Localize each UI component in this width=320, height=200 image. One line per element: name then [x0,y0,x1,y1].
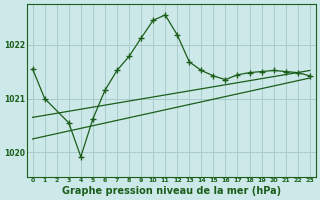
X-axis label: Graphe pression niveau de la mer (hPa): Graphe pression niveau de la mer (hPa) [62,186,281,196]
